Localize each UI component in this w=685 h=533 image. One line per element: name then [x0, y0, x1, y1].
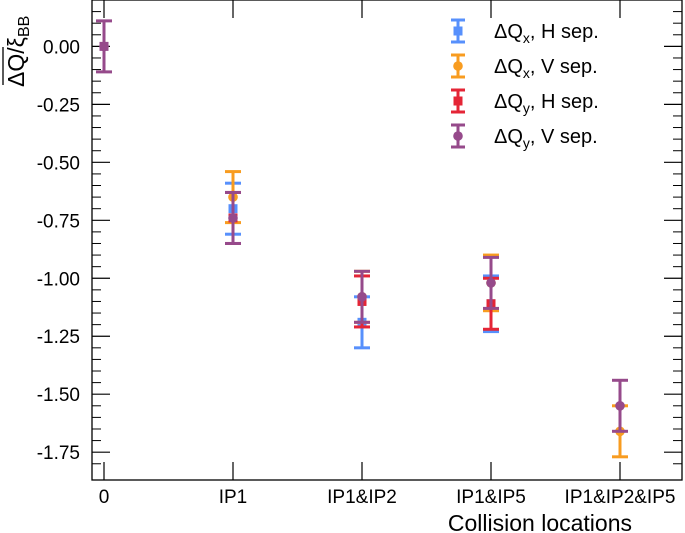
- legend-item-2: ΔQx, V sep.: [451, 53, 598, 81]
- x-axis: 0 IP1 IP1&IP2 IP1&IP5 IP1&IP2&IP5: [99, 0, 676, 508]
- data-point: [615, 400, 625, 411]
- data-point: [357, 292, 367, 302]
- legend-item-3: ΔQy, H sep.: [451, 88, 599, 116]
- y-tick-label: -0.25: [37, 95, 80, 116]
- y-tick-label: -1.75: [37, 443, 80, 464]
- x-tick-label: 0: [99, 487, 110, 508]
- data-point-overlay: [99, 41, 109, 51]
- plot-frame: [91, 0, 683, 481]
- x-tick-label: IP1&IP2&IP5: [565, 487, 676, 508]
- series-4: [96, 19, 628, 433]
- legend-marker: [453, 61, 463, 71]
- y-tick-label: -1.00: [37, 269, 80, 290]
- y-axis-label-sub: BB: [16, 16, 33, 37]
- y-tick-label: -0.50: [37, 153, 80, 174]
- data-point: [228, 213, 238, 223]
- legend-marker: [453, 26, 463, 36]
- y-axis: 0.00 -0.25 -0.50 -0.75 -1.00 -1.25 -1.50 -1.75: [37, 11, 682, 465]
- x-axis-label: Collision locations: [448, 510, 632, 533]
- svg-text:ΔQ/ξBB: ΔQ/ξBB: [3, 16, 33, 87]
- legend-label: ΔQx, H sep.: [494, 21, 599, 46]
- legend-item-4: ΔQy, V sep.: [451, 123, 598, 151]
- y-axis-label-main: ΔQ/ξ: [3, 37, 29, 87]
- y-axis-label: ΔQ/ξBB: [2, 16, 33, 87]
- legend-label: ΔQx, V sep.: [494, 56, 598, 81]
- legend-marker: [453, 131, 463, 141]
- legend-marker: [453, 96, 463, 106]
- legend-item-1: ΔQx, H sep.: [451, 18, 599, 46]
- y-tick-label: -1.25: [37, 327, 80, 348]
- x-tick-label: IP1&IP5: [456, 487, 526, 508]
- x-tick-label: IP1: [219, 487, 248, 508]
- data-points: [96, 19, 628, 459]
- series-2: [225, 170, 628, 459]
- legend-label: ΔQy, V sep.: [494, 126, 598, 151]
- x-tick-label: IP1&IP2: [327, 487, 397, 508]
- legend-label: ΔQy, H sep.: [494, 91, 599, 116]
- y-tick-label: -0.75: [37, 211, 80, 232]
- data-point: [486, 278, 496, 288]
- y-tick-label: 0.00: [43, 37, 80, 58]
- y-tick-label: -1.50: [37, 385, 80, 406]
- legend: ΔQx, H sep. ΔQx, V sep. ΔQy, H sep. ΔQy, V …: [451, 18, 599, 151]
